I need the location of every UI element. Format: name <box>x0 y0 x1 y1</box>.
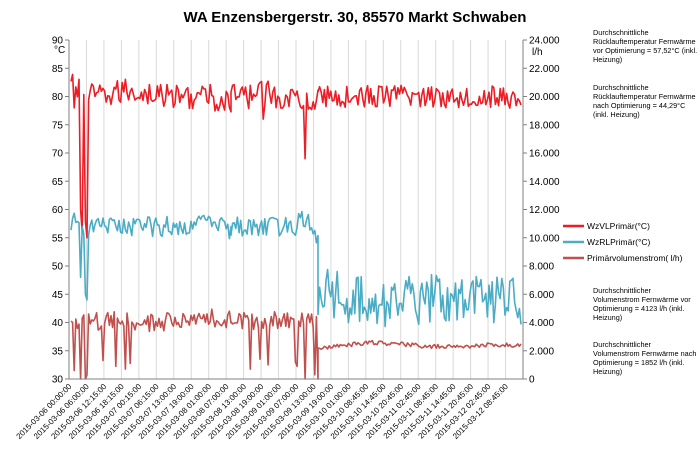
y-left-tick-label: 65 <box>52 177 64 188</box>
legend: WzVLPrimär(°C) WzRLPrimär(°C) Primärvolume… <box>563 221 683 263</box>
chart-title: WA Enzensbergerstr. 30, 85570 Markt Schw… <box>184 9 527 26</box>
note-volumen-vor: Durchschnittlicher Volumenstrom Fernwärm… <box>593 286 691 322</box>
series-line <box>70 73 522 239</box>
y-left-tick-label: 55 <box>52 233 64 244</box>
y-right-tick-label: 0 <box>529 375 535 386</box>
series-line <box>70 308 522 380</box>
y-left-tick-label: 35 <box>52 346 64 357</box>
note-volumen-nach: Durchschnittlicher Volumenstrom Fernwärm… <box>593 340 697 376</box>
y-right-tick-label: 16.000 <box>529 149 560 160</box>
y-left-tick-label: 60 <box>52 205 64 216</box>
plot-area <box>70 73 522 380</box>
legend-label: WzRLPrimär(°C) <box>587 237 651 247</box>
y-right-tick-label: 10.000 <box>529 233 560 244</box>
y-left-tick-label: 75 <box>52 120 64 131</box>
y-left-tick-label: 90 <box>52 36 64 47</box>
y-right-tick-label: 18.000 <box>529 120 560 131</box>
y-right-tick-label: 20.000 <box>529 92 560 103</box>
legend-label: Primärvolumenstrom( l/h) <box>587 253 683 263</box>
y-left-tick-label: 30 <box>52 375 64 386</box>
y-right-tick-label: 12.000 <box>529 205 560 216</box>
y-left-tick-label: 80 <box>52 92 64 103</box>
y-left-unit: °C <box>54 45 65 56</box>
y-right-tick-label: 8.000 <box>529 262 554 273</box>
y-left-tick-label: 85 <box>52 64 64 75</box>
legend-label: WzVLPrimär(°C) <box>587 221 650 231</box>
y-left-tick-label: 45 <box>52 290 64 301</box>
grid <box>68 40 524 379</box>
y-left-tick-label: 40 <box>52 318 64 329</box>
y-right-tick-label: 22.000 <box>529 64 560 75</box>
series-line <box>70 210 522 328</box>
y-right-tick-label: 2.000 <box>529 346 554 357</box>
y-right-tick-label: 24.000 <box>529 36 560 47</box>
note-ruecklauf-nach: Durchschnittliche Rücklauftemperatur Fer… <box>593 83 696 119</box>
y-right-tick-label: 4.000 <box>529 318 554 329</box>
y-right-tick-label: 6.000 <box>529 290 554 301</box>
y-left-tick-label: 50 <box>52 262 64 273</box>
y-right-tick-label: 14.000 <box>529 177 560 188</box>
y-left-tick-label: 70 <box>52 149 64 160</box>
y-right-unit: l/h <box>532 47 543 58</box>
note-ruecklauf-vor: Durchschnittliche Rücklauftemperatur Fer… <box>593 28 698 64</box>
